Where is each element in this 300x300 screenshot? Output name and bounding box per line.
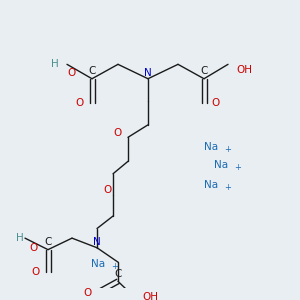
Text: H: H bbox=[16, 233, 24, 243]
Text: C: C bbox=[44, 237, 52, 247]
Text: O: O bbox=[83, 288, 91, 298]
Text: N: N bbox=[144, 68, 152, 78]
Text: O: O bbox=[103, 185, 111, 195]
Text: +: + bbox=[224, 145, 231, 154]
Text: O: O bbox=[32, 267, 40, 277]
Text: O: O bbox=[114, 128, 122, 137]
Text: +: + bbox=[111, 262, 118, 271]
Text: H: H bbox=[51, 59, 59, 69]
Text: +: + bbox=[224, 183, 231, 192]
Text: +: + bbox=[234, 163, 241, 172]
Text: Na: Na bbox=[214, 160, 228, 170]
Text: C: C bbox=[88, 66, 96, 76]
Text: N: N bbox=[93, 237, 101, 247]
Text: Na: Na bbox=[204, 142, 218, 152]
Text: Na: Na bbox=[91, 259, 105, 269]
Text: O: O bbox=[30, 243, 38, 253]
Text: C: C bbox=[200, 66, 208, 76]
Text: OH: OH bbox=[236, 65, 252, 75]
Text: C: C bbox=[114, 269, 122, 279]
Text: OH: OH bbox=[142, 292, 158, 300]
Text: Na: Na bbox=[204, 180, 218, 190]
Text: O: O bbox=[68, 68, 76, 78]
Text: O: O bbox=[212, 98, 220, 108]
Text: O: O bbox=[76, 98, 84, 108]
